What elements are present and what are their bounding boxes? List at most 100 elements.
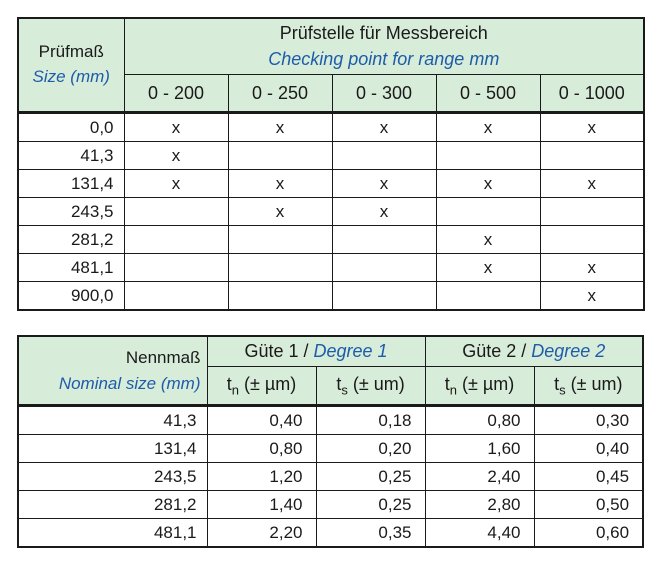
check-mark: x xyxy=(435,253,541,282)
tolerance-value: 1,20 xyxy=(206,462,317,491)
table1-group-header: Prüfstelle für Messbereich Checking poin… xyxy=(123,17,645,75)
tolerance-value: 2,40 xyxy=(424,462,535,491)
table1-header-row-2: 0 - 200 0 - 250 0 - 300 0 - 500 0 - 1000 xyxy=(18,74,645,114)
tolerance-value: 0,35 xyxy=(315,518,426,548)
check-mark xyxy=(331,281,437,311)
tolerance-value: 2,80 xyxy=(424,490,535,519)
size-value: 0,0 xyxy=(17,112,125,142)
corner-label-de: Prüfmaß xyxy=(38,42,104,62)
nominal-size-value: 481,1 xyxy=(17,518,208,548)
check-mark xyxy=(123,253,229,282)
check-mark xyxy=(539,225,645,254)
check-mark: x xyxy=(123,169,229,198)
tolerance-column-header: tn (± µm) xyxy=(424,366,535,407)
check-mark xyxy=(331,225,437,254)
tolerance-value: 0,80 xyxy=(206,434,317,463)
check-mark xyxy=(435,197,541,226)
range-column-header: 0 - 300 xyxy=(331,74,437,114)
tolerance-value: 0,50 xyxy=(533,490,644,519)
nominal-size-value: 41,3 xyxy=(17,405,208,435)
tolerance-value: 4,40 xyxy=(424,518,535,548)
tolerance-value: 0,60 xyxy=(533,518,644,548)
check-mark xyxy=(435,281,541,311)
tolerance-value: 2,20 xyxy=(206,518,317,548)
check-mark xyxy=(331,253,437,282)
table-row: 900,0 x xyxy=(17,281,645,311)
check-mark: x xyxy=(123,112,229,142)
check-mark xyxy=(539,141,645,170)
tolerance-value: 1,60 xyxy=(424,434,535,463)
tolerance-column-header: ts (± um) xyxy=(315,366,426,407)
table-row: 131,4 0,80 0,20 1,60 0,40 xyxy=(17,434,644,463)
check-mark: x xyxy=(227,169,333,198)
table2-header-row-2: tn (± µm) ts (± um) tn (± µm) ts (± um) xyxy=(18,366,644,407)
tolerance-value: 0,20 xyxy=(315,434,426,463)
table-row: 243,5 x x xyxy=(17,197,645,226)
check-mark: x xyxy=(539,253,645,282)
corner-label-de: Nennmaß xyxy=(125,348,201,367)
tolerance-table: Nennmaß Nominal size (mm) Güte 1 /Degree… xyxy=(17,335,645,548)
check-mark xyxy=(227,225,333,254)
table-row: 243,5 1,20 0,25 2,40 0,45 xyxy=(17,462,644,491)
table-row: 41,3 x xyxy=(17,141,645,170)
size-value: 243,5 xyxy=(17,197,125,226)
tolerance-value: 1,40 xyxy=(206,490,317,519)
tolerance-value: 0,40 xyxy=(206,405,317,435)
tolerance-value: 0,30 xyxy=(533,405,644,435)
table-row: 481,1 2,20 0,35 4,40 0,60 xyxy=(17,518,644,548)
table-row: 281,2 x xyxy=(17,225,645,254)
size-value: 281,2 xyxy=(17,225,125,254)
range-column-header: 0 - 500 xyxy=(435,74,541,114)
check-mark xyxy=(123,281,229,311)
check-mark: x xyxy=(539,281,645,311)
tolerance-value: 0,80 xyxy=(424,405,535,435)
nominal-size-value: 243,5 xyxy=(17,462,208,491)
group-label-de: Güte 1 / xyxy=(244,341,309,361)
size-value: 900,0 xyxy=(17,281,125,311)
check-mark: x xyxy=(331,169,437,198)
corner-label-en: Size (mm) xyxy=(32,67,110,86)
size-value: 41,3 xyxy=(17,141,125,170)
tolerance-value: 0,25 xyxy=(315,462,426,491)
table-row: 131,4 x x x x x xyxy=(17,169,645,198)
check-mark: x xyxy=(227,197,333,226)
group-label-en: Checking point for range mm xyxy=(268,48,500,69)
table-row: 41,3 0,40 0,18 0,80 0,30 xyxy=(17,405,644,435)
group-label-en: Degree 2 xyxy=(531,341,606,361)
table1-corner-header: Prüfmaß Size (mm) xyxy=(17,17,125,114)
table2-corner-header: Nennmaß Nominal size (mm) xyxy=(17,335,208,407)
tables-wrap: Prüfmaß Size (mm) Prüfstelle für Messber… xyxy=(17,17,646,548)
check-mark: x xyxy=(331,197,437,226)
group-label-de: Prüfstelle für Messbereich xyxy=(279,23,488,44)
check-mark xyxy=(331,141,437,170)
checking-points-table: Prüfmaß Size (mm) Prüfstelle für Messber… xyxy=(17,17,646,311)
group-label-en: Degree 1 xyxy=(313,341,388,361)
table-row: 481,1 x x xyxy=(17,253,645,282)
check-mark xyxy=(123,225,229,254)
check-mark: x xyxy=(331,112,437,142)
nominal-size-value: 281,2 xyxy=(17,490,208,519)
check-mark: x xyxy=(435,169,541,198)
check-mark: x xyxy=(539,169,645,198)
check-mark: x xyxy=(435,112,541,142)
tolerance-value: 0,18 xyxy=(315,405,426,435)
table2-header-row-1: Nennmaß Nominal size (mm) Güte 1 /Degree… xyxy=(17,335,644,407)
tolerance-value: 0,45 xyxy=(533,462,644,491)
check-mark: x xyxy=(227,112,333,142)
tolerance-column-header: tn (± µm) xyxy=(206,366,317,407)
check-mark xyxy=(123,197,229,226)
check-mark xyxy=(227,141,333,170)
check-mark: x xyxy=(435,225,541,254)
check-mark xyxy=(227,253,333,282)
table-row: 0,0 x x x x x xyxy=(17,112,645,142)
tolerance-column-header: ts (± um) xyxy=(533,366,644,407)
group-label-de: Güte 2 / xyxy=(462,341,527,361)
nominal-size-value: 131,4 xyxy=(17,434,208,463)
check-mark: x xyxy=(123,141,229,170)
size-value: 481,1 xyxy=(17,253,125,282)
tolerance-value: 0,40 xyxy=(533,434,644,463)
range-column-header: 0 - 1000 xyxy=(539,74,645,114)
check-mark xyxy=(227,281,333,311)
check-mark xyxy=(539,197,645,226)
